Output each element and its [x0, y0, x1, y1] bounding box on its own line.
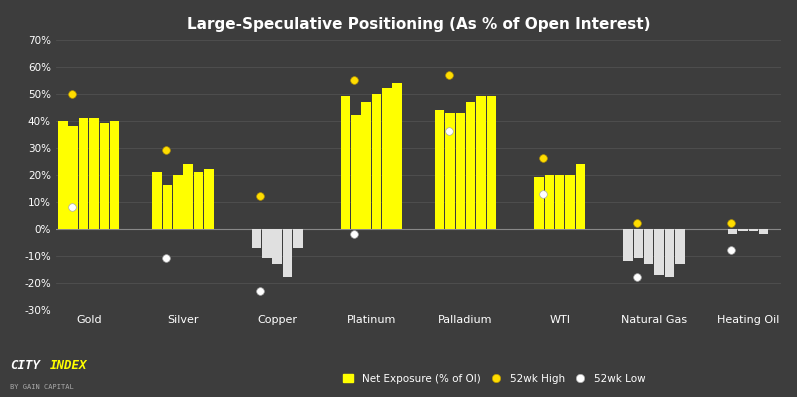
- Bar: [293, 229, 303, 248]
- Bar: [748, 229, 758, 231]
- Bar: [371, 94, 381, 229]
- Bar: [100, 123, 109, 229]
- Bar: [466, 102, 476, 229]
- Bar: [665, 229, 674, 277]
- Bar: [79, 118, 88, 229]
- Bar: [675, 229, 685, 264]
- Bar: [69, 126, 78, 229]
- Bar: [283, 229, 292, 277]
- Bar: [173, 175, 183, 229]
- Bar: [351, 115, 360, 229]
- Bar: [555, 175, 564, 229]
- Bar: [204, 169, 214, 229]
- Title: Large-Speculative Positioning (As % of Open Interest): Large-Speculative Positioning (As % of O…: [186, 17, 650, 32]
- Bar: [152, 172, 162, 229]
- Bar: [89, 118, 99, 229]
- Text: INDEX: INDEX: [50, 359, 88, 372]
- Bar: [273, 229, 282, 264]
- Bar: [728, 229, 737, 234]
- Bar: [644, 229, 654, 264]
- Bar: [194, 172, 203, 229]
- Bar: [759, 229, 768, 234]
- Bar: [477, 96, 486, 229]
- Bar: [435, 110, 445, 229]
- Text: BY GAIN CAPITAL: BY GAIN CAPITAL: [10, 384, 74, 390]
- Bar: [163, 185, 172, 229]
- Bar: [382, 88, 391, 229]
- Bar: [361, 102, 371, 229]
- Bar: [252, 229, 261, 248]
- Bar: [534, 177, 544, 229]
- Bar: [738, 229, 748, 231]
- Bar: [58, 121, 68, 229]
- Bar: [654, 229, 664, 275]
- Bar: [575, 164, 585, 229]
- Bar: [623, 229, 633, 261]
- Bar: [565, 175, 575, 229]
- Bar: [392, 83, 402, 229]
- Bar: [634, 229, 643, 258]
- Bar: [183, 164, 193, 229]
- Bar: [446, 113, 455, 229]
- Text: CITY: CITY: [10, 359, 41, 372]
- Bar: [544, 175, 554, 229]
- Bar: [340, 96, 350, 229]
- Bar: [456, 113, 465, 229]
- Bar: [262, 229, 272, 258]
- Legend: Net Exposure (% of OI), 52wk High, 52wk Low: Net Exposure (% of OI), 52wk High, 52wk …: [339, 370, 650, 388]
- Bar: [487, 96, 497, 229]
- Bar: [110, 121, 120, 229]
